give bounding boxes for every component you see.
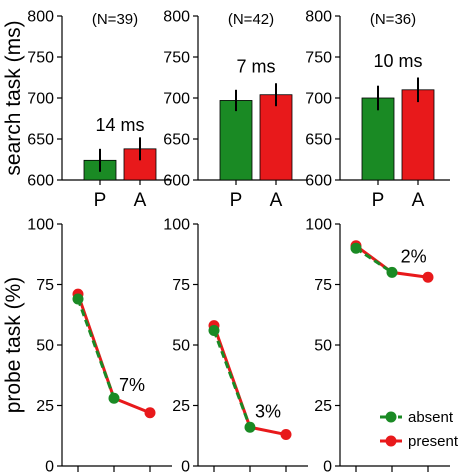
point-present [422, 271, 434, 283]
point-absent [244, 421, 256, 433]
y-tick-label: 100 [305, 217, 332, 234]
y-tick-label: 75 [36, 277, 54, 294]
y-tick-label: 800 [163, 9, 190, 26]
series-line-absent [76, 298, 116, 399]
difference-annotation: 14 ms [95, 115, 144, 135]
point-present [280, 429, 292, 441]
series-line-absent [355, 246, 393, 274]
category-label: P [94, 190, 107, 211]
y-tick-label: 800 [27, 9, 54, 26]
point-absent [350, 242, 362, 254]
y-tick-label: 650 [27, 132, 54, 149]
y-tick-label: 50 [36, 338, 54, 355]
point-absent [208, 324, 220, 336]
point-absent [72, 293, 84, 305]
panel-n-label: (N=36) [370, 11, 416, 28]
difference-annotation: 3% [255, 402, 281, 422]
y-tick-label: 700 [305, 91, 332, 108]
bar-P [219, 100, 253, 181]
bar-A [259, 94, 293, 181]
y-tick-label: 50 [314, 338, 332, 355]
y-tick-label: 750 [27, 50, 54, 67]
y-tick-label: 25 [172, 398, 190, 415]
y-tick-label: 750 [305, 50, 332, 67]
point-present [144, 407, 156, 419]
difference-annotation: 7 ms [236, 57, 275, 77]
y-tick-label: 25 [314, 398, 332, 415]
y-axis-label: search task (ms) [2, 20, 25, 175]
series-line-absent [212, 329, 252, 428]
difference-annotation: 2% [401, 247, 427, 267]
y-tick-label: 0 [181, 459, 190, 474]
difference-annotation: 10 ms [373, 51, 422, 71]
y-tick-label: 700 [27, 91, 54, 108]
category-label: A [134, 190, 147, 211]
y-tick-label: 650 [305, 132, 332, 149]
y-tick-label: 100 [27, 217, 54, 234]
legend-marker-absent [385, 411, 397, 423]
y-tick-label: 25 [36, 398, 54, 415]
category-label: A [270, 190, 283, 211]
y-axis-label: probe task (%) [2, 277, 25, 414]
point-absent [386, 266, 398, 278]
y-tick-label: 50 [172, 338, 190, 355]
y-tick-label: 75 [172, 277, 190, 294]
point-absent [108, 392, 120, 404]
y-tick-label: 100 [163, 217, 190, 234]
y-tick-label: 700 [163, 91, 190, 108]
y-tick-label: 800 [305, 9, 332, 26]
legend-marker-present [385, 435, 397, 447]
y-tick-label: 650 [163, 132, 190, 149]
y-tick-label: 75 [314, 277, 332, 294]
legend-label-present: present [408, 433, 459, 450]
y-tick-label: 750 [163, 50, 190, 67]
bar-P [361, 97, 395, 181]
y-tick-label: 0 [323, 459, 332, 474]
y-tick-label: 600 [305, 173, 332, 190]
legend-label-absent: absent [408, 409, 454, 426]
panel-n-label: (N=42) [228, 11, 274, 28]
category-label: P [372, 190, 385, 211]
y-tick-label: 600 [163, 173, 190, 190]
panel-n-label: (N=39) [92, 11, 138, 28]
y-tick-label: 600 [27, 173, 54, 190]
difference-annotation: 7% [119, 375, 145, 395]
bar-A [401, 89, 435, 181]
y-tick-label: 0 [45, 459, 54, 474]
category-label: P [230, 190, 243, 211]
category-label: A [412, 190, 425, 211]
